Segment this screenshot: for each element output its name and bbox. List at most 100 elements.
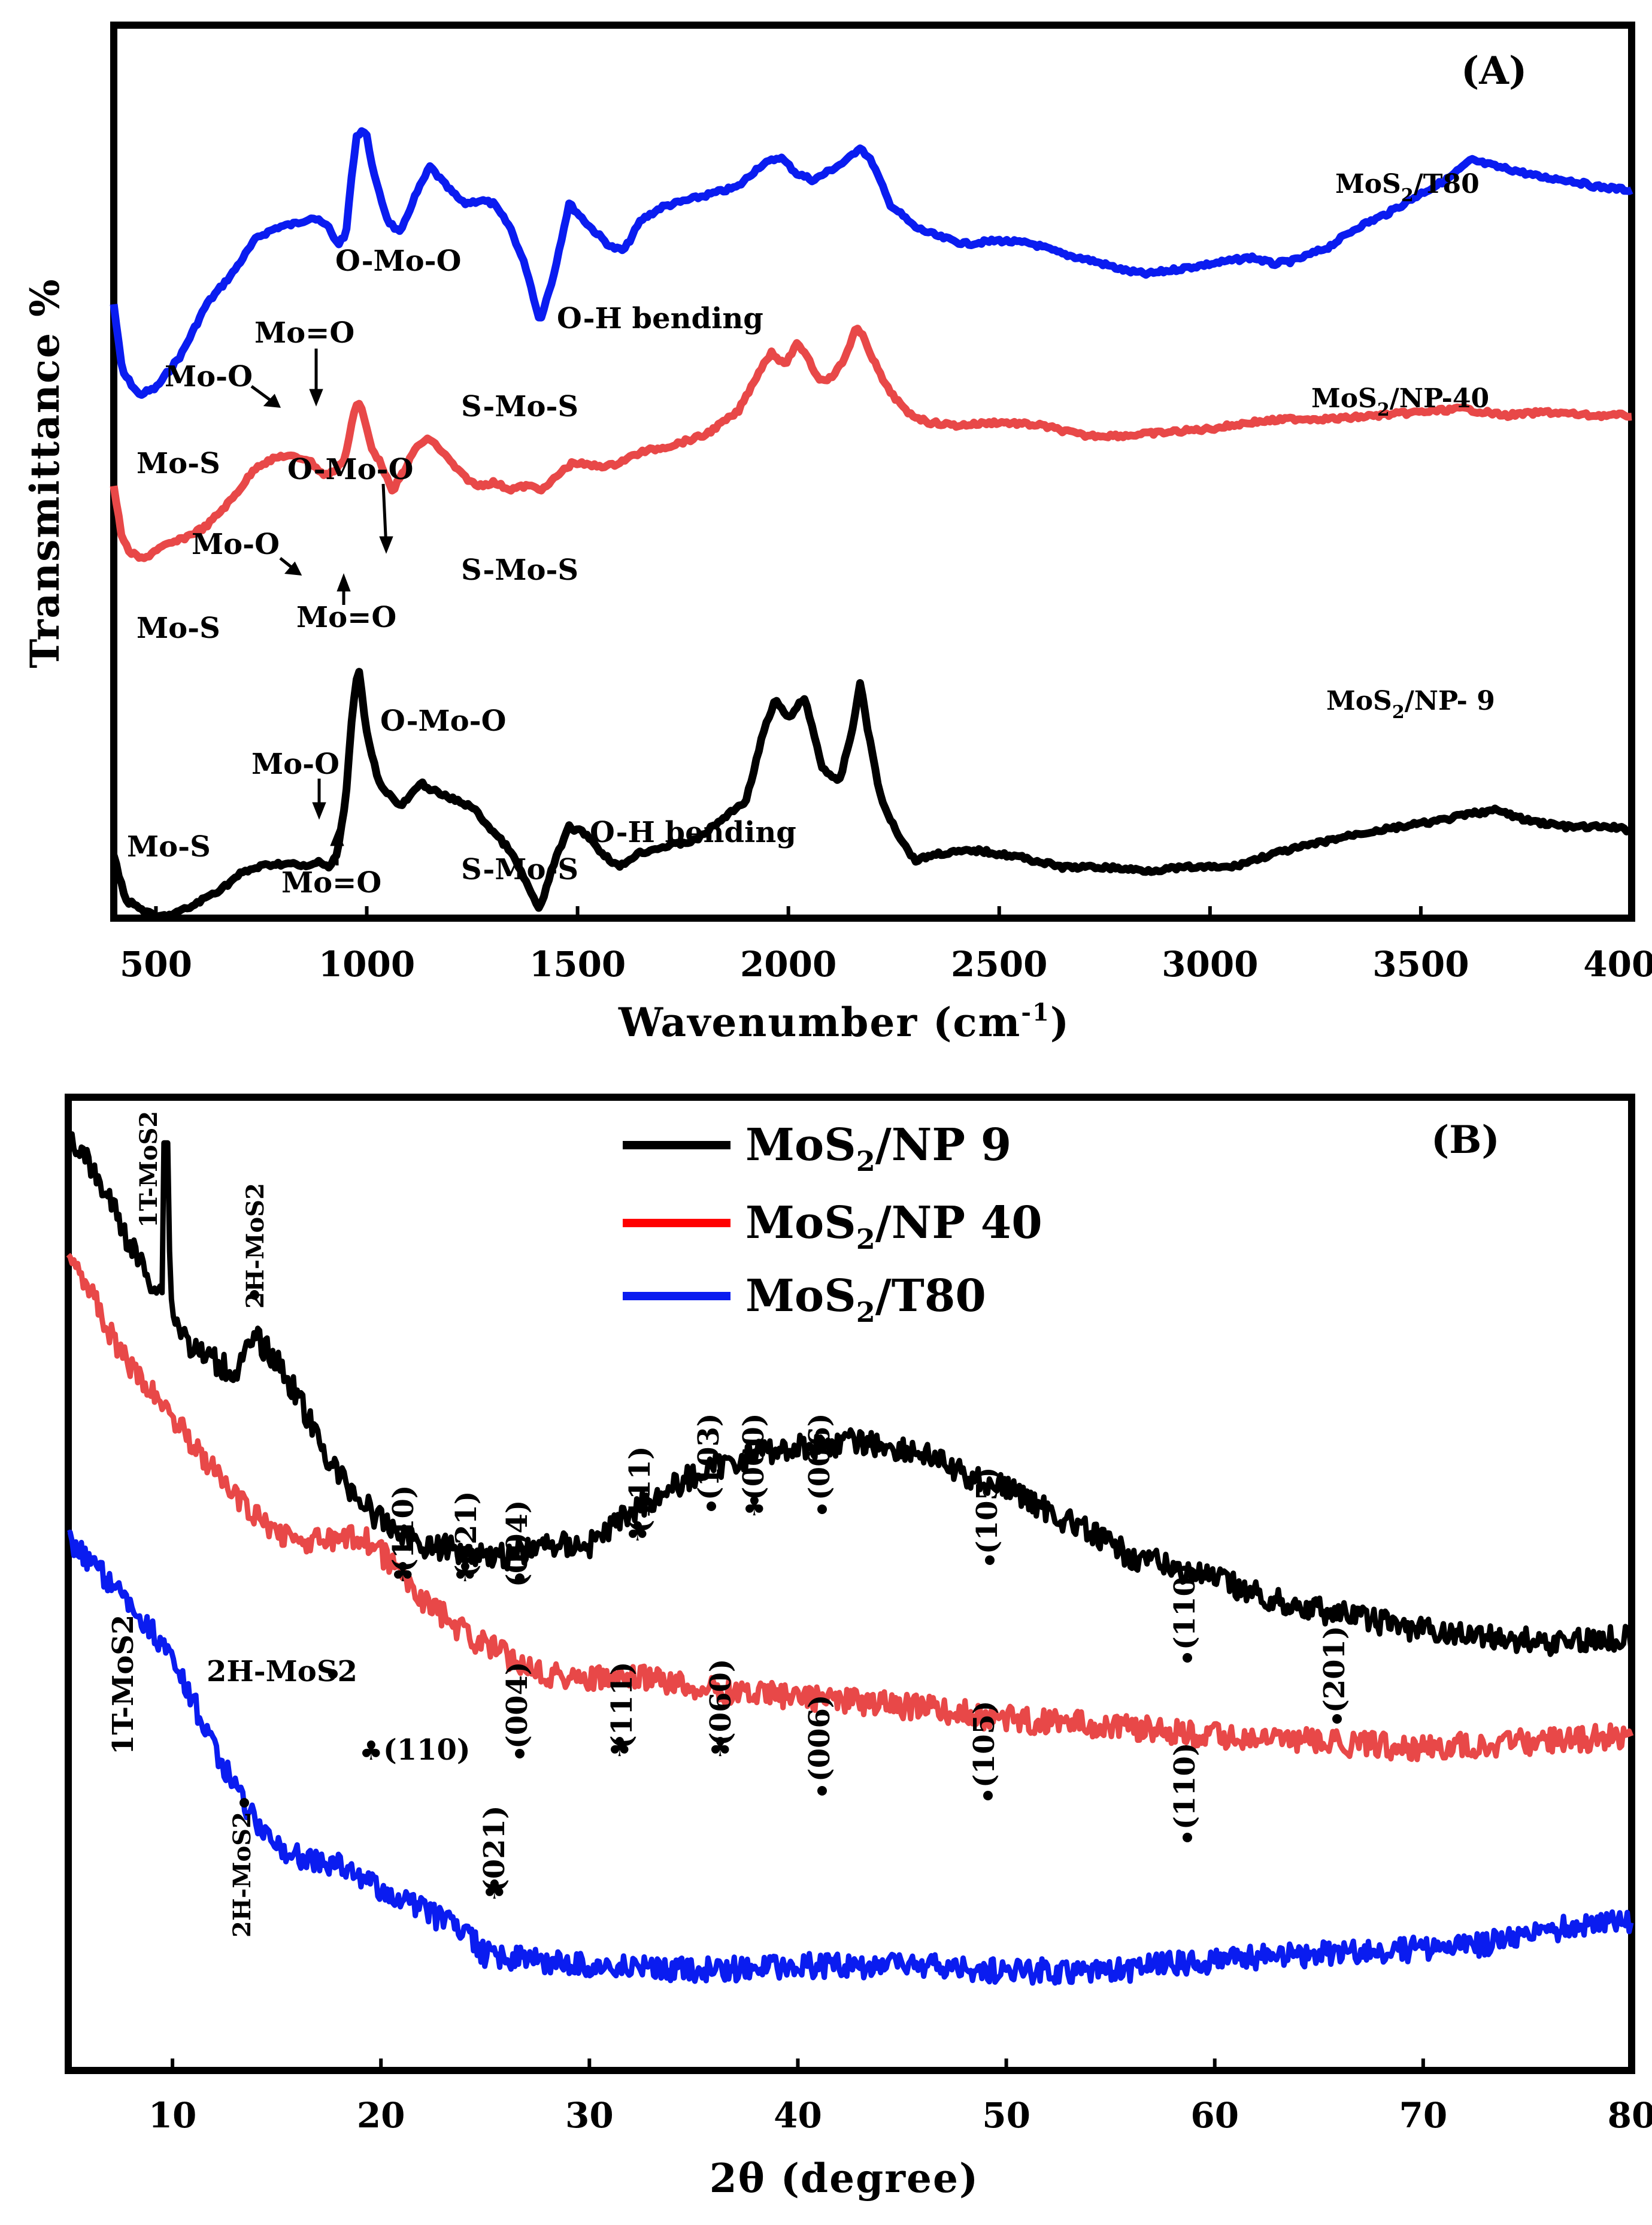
- club-marker: ♣: [608, 1732, 631, 1763]
- panel-a-x-label-end: ): [1050, 999, 1070, 1046]
- ann-b-red-111: (111): [605, 1661, 639, 1749]
- panel-a-x-label-main: Wavenumber (cm: [618, 999, 1021, 1046]
- panel-b-x-label: 2θ (degree): [710, 2155, 979, 2202]
- ann-a-blue-modo: Mo=O: [254, 316, 354, 350]
- legend-np9-rest: /NP 9: [875, 1119, 1012, 1171]
- legend: MoS2/NP 9 MoS2/NP 40 MoS2/T80: [623, 1119, 1042, 1328]
- arrow-black-modo-head: [330, 828, 344, 846]
- series-line-mos2-np-9: [110, 668, 1633, 922]
- marker-dot: [515, 1573, 525, 1583]
- panel-a-x-ticks: 500 1000 1500 2000 2500 3000 3500 4000: [120, 906, 1652, 985]
- marker-dot: [985, 1555, 995, 1565]
- arrow-red-modo-head: [337, 573, 351, 592]
- x-tick-label: 70: [1399, 2095, 1448, 2136]
- ann-a-blue-mos: Mo-S: [137, 447, 220, 480]
- club-marker: ♣: [483, 1875, 506, 1905]
- marker-dot: [250, 1290, 259, 1300]
- series-label-np40: MoS2/NP-40: [1311, 383, 1489, 420]
- ann-b-black-111: (111): [623, 1446, 657, 1533]
- arrow-red-moo-head: [284, 561, 302, 576]
- marker-dot: [983, 1791, 993, 1800]
- x-tick-label: 2000: [740, 944, 836, 985]
- series-label-np9: MoS2/NP- 9: [1326, 686, 1495, 723]
- ann-b-red-004: (004): [501, 1661, 534, 1749]
- ann-b-blue-021: (021): [478, 1805, 511, 1893]
- club-marker: ♣: [626, 1516, 649, 1547]
- club-marker: ♣: [359, 1736, 383, 1766]
- legend-np40-sub: 2: [856, 1223, 875, 1255]
- legend-label-np9: MoS2/NP 9: [745, 1119, 1011, 1177]
- ann-b-black-110: (110): [387, 1485, 420, 1572]
- series-line-mos2-t80: [110, 127, 1633, 399]
- x-tick-label: 4000: [1583, 944, 1652, 985]
- ann-a-red-omoo: O-Mo-O: [287, 453, 413, 486]
- ann-b-red-006: (006): [803, 1694, 836, 1782]
- legend-np40-rest: /NP 40: [875, 1197, 1042, 1249]
- series-line-mos2-np-40: [110, 325, 1633, 562]
- ann-a-black-oh: O-H bending: [590, 816, 796, 849]
- ann-b-blue-2h: 2H-MoS2: [228, 1812, 256, 1938]
- ann-b-black-105: (105): [971, 1467, 1004, 1554]
- series-label-np9-main: MoS: [1326, 686, 1392, 716]
- series-label-t80-sub: 2: [1401, 185, 1414, 206]
- x-tick-label: 30: [565, 2095, 614, 2136]
- series-label-t80-rest: /T80: [1414, 169, 1480, 199]
- panel-b: (B) MoS2/NP 9 MoS2/NP 40 MoS2/T80 10 20 30…: [65, 1094, 1652, 2202]
- series-line-mos2-np-9: [65, 1127, 1634, 1657]
- ann-b-blue-1t: 1T-MoS2: [107, 1615, 140, 1755]
- ann-a-red-mos: Mo-S: [137, 612, 220, 645]
- marker-dot: [240, 1798, 249, 1808]
- ann-b-2h: 2H-MoS2: [241, 1183, 269, 1309]
- ann-b-black-004: (004): [501, 1500, 534, 1587]
- ann-b-black-201: (201): [1318, 1625, 1351, 1713]
- ann-b-red-110: (110): [383, 1733, 471, 1767]
- marker-dot: [515, 1749, 525, 1758]
- ann-a-red-modo: Mo=O: [296, 601, 396, 634]
- ann-a-blue-omoo: O-Mo-O: [335, 244, 461, 278]
- arrow-red-omoo-head: [379, 536, 393, 554]
- panel-b-markers: ♣ ♣ ♣ ♣ ♣ ♣ ♣ ♣: [240, 1290, 1342, 1905]
- panel-a-x-label: Wavenumber (cm-1): [618, 998, 1070, 1046]
- ann-a-black-omoo: O-Mo-O: [380, 704, 506, 738]
- ann-a-blue-smos: S-Mo-S: [461, 390, 578, 423]
- x-tick-label: 500: [120, 944, 192, 985]
- ann-a-black-modo: Mo=O: [281, 866, 381, 900]
- panel-b-x-ticks: 10 20 30 40 50 60 70 80: [148, 2058, 1652, 2136]
- legend-np40-main: MoS: [745, 1197, 856, 1249]
- marker-dot: [1332, 1714, 1342, 1724]
- legend-np9-main: MoS: [745, 1119, 856, 1171]
- ann-a-black-moo: Mo-O: [251, 747, 340, 781]
- marker-dot: [707, 1502, 716, 1511]
- ann-a-blue-moo: Mo-O: [165, 360, 253, 393]
- ann-b-black-006: (006): [803, 1413, 836, 1500]
- marker-dot: [1183, 1833, 1192, 1842]
- x-tick-label: 10: [148, 2095, 197, 2136]
- x-tick-label: 3500: [1372, 944, 1469, 985]
- x-tick-label: 50: [982, 2095, 1030, 2136]
- x-tick-label: 20: [357, 2095, 405, 2136]
- marker-dot: [1183, 1653, 1192, 1663]
- ann-b-1t: 1T-MoS2: [135, 1111, 163, 1228]
- arrow-black-moo-head: [312, 802, 326, 820]
- ann-a-blue-oh: O-H bending: [557, 302, 763, 335]
- series-label-t80-main: MoS: [1335, 169, 1401, 199]
- legend-label-t80: MoS2/T80: [745, 1270, 986, 1328]
- panel-b-frame: [65, 1094, 1635, 2074]
- club-marker: ♣: [391, 1557, 414, 1588]
- ann-b-red-060: (060): [704, 1658, 738, 1746]
- panel-a-y-label: Transmittance %: [22, 278, 68, 668]
- panel-b-series: [65, 1127, 1634, 1986]
- x-tick-label: 1000: [319, 944, 415, 985]
- ann-b-red-110b: (110): [1168, 1742, 1202, 1830]
- x-tick-label: 40: [774, 2095, 822, 2136]
- series-label-t80: MoS2/T80: [1335, 169, 1480, 206]
- marker-dot: [817, 1786, 827, 1796]
- series-label-np40-rest: /NP-40: [1390, 383, 1489, 414]
- marker-dot: [817, 1504, 827, 1514]
- panel-a-label: (A): [1461, 49, 1527, 93]
- panel-a-frame: [110, 22, 1635, 922]
- ann-b-black-110b: (110): [1168, 1563, 1202, 1650]
- ann-b-red-105: (105): [968, 1700, 1001, 1788]
- ann-b-black-060: (060): [737, 1413, 771, 1500]
